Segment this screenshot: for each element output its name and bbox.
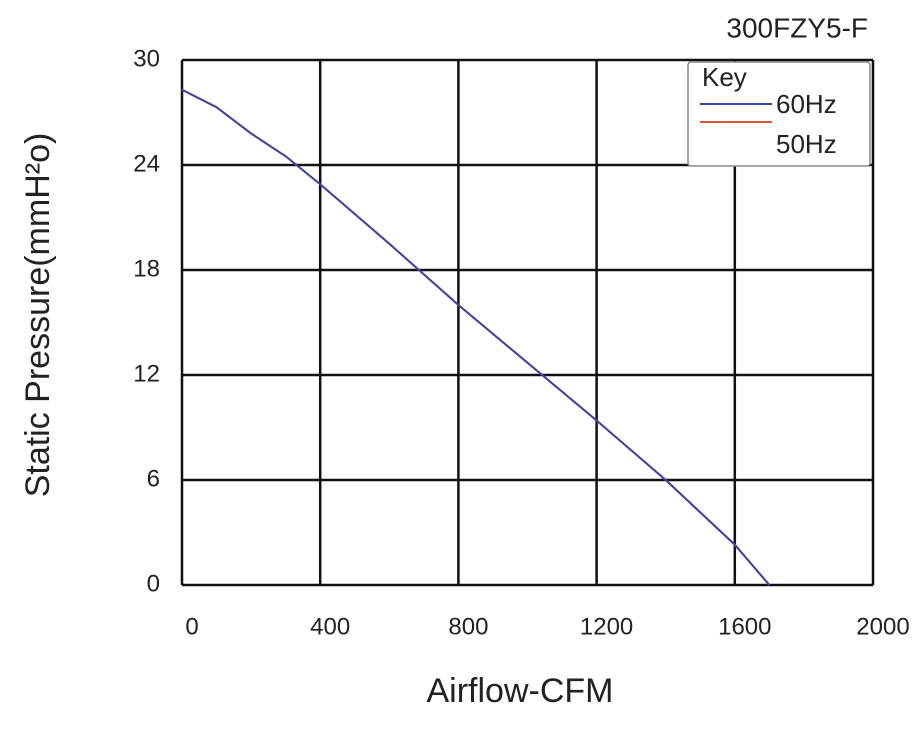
series-line <box>181 88 771 586</box>
legend-label: 50Hz <box>776 129 837 159</box>
x-tick-label: 800 <box>448 613 488 640</box>
legend-title: Key <box>702 62 747 92</box>
legend-label: 60Hz <box>776 89 837 119</box>
x-axis-label: Airflow-CFM <box>427 672 614 710</box>
x-tick-label: 400 <box>310 613 350 640</box>
chart-title: 300FZY5-F <box>726 12 868 43</box>
y-tick-label: 30 <box>133 45 160 72</box>
x-tick-label: 1600 <box>718 613 771 640</box>
y-tick-label: 12 <box>133 360 160 387</box>
y-axis-label: Static Pressure(mmH²o) <box>19 133 57 498</box>
y-tick-label: 18 <box>133 255 160 282</box>
x-tick-label: 0 <box>185 613 198 640</box>
y-tick-label: 6 <box>147 465 160 492</box>
y-tick-label: 0 <box>147 570 160 597</box>
x-tick-label: 2000 <box>856 613 909 640</box>
x-tick-label: 1200 <box>580 613 633 640</box>
legend-box <box>687 61 871 167</box>
y-tick-label: 24 <box>133 150 160 177</box>
